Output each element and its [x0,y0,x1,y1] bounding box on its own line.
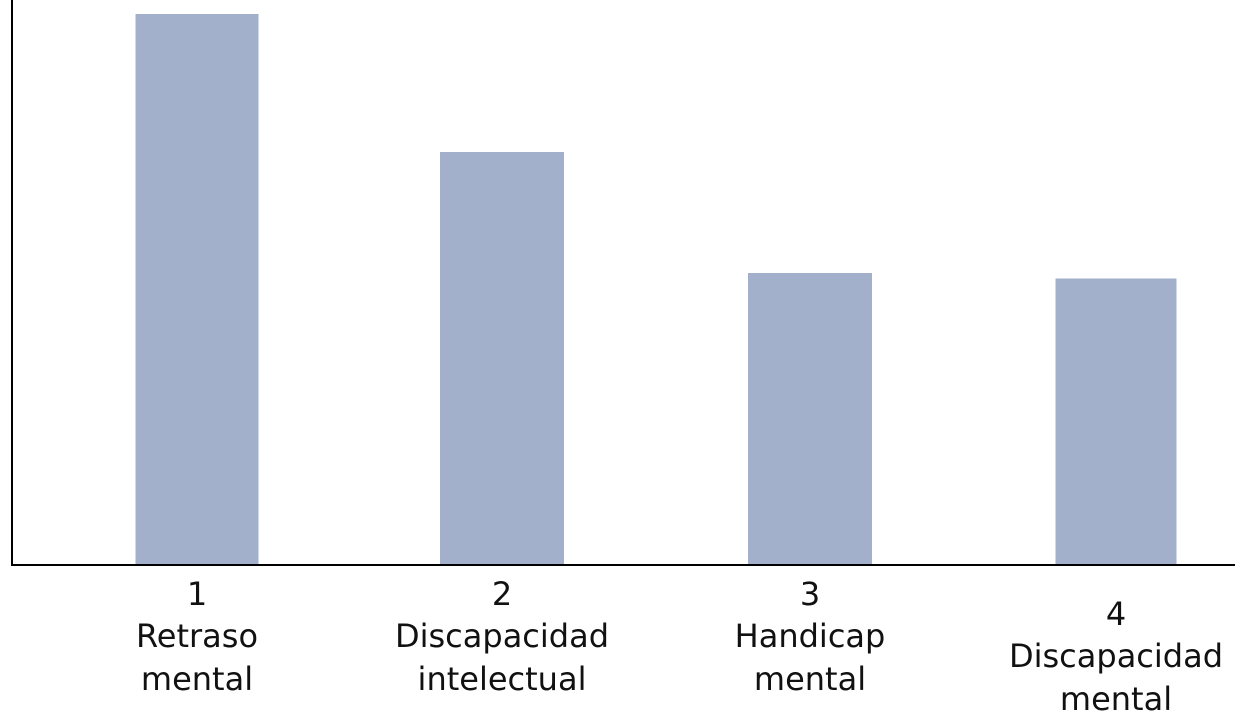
bar-3 [748,272,872,565]
x-tick-label-1-line-2: Retraso [136,617,258,655]
x-tick-label-1: 1 Retraso mental [136,575,258,698]
x-tick-label-2-line-3: intelectual [418,660,587,698]
x-tick-label-3: 3 Handicap mental [735,575,886,698]
bars-group [135,14,1177,565]
x-tick-label-1-line-1: 1 [187,575,207,613]
x-tick-label-4-line-3: mental [1060,680,1172,714]
x-tick-label-2: 2 Discapacidad intelectual [395,575,609,698]
x-tick-label-1-line-3: mental [141,660,253,698]
x-tick-label-2-line-1: 2 [492,575,512,613]
x-tick-label-3-line-2: Handicap [735,617,886,655]
x-tick-label-4: 4 Discapacidad mental [1009,595,1223,714]
x-tick-labels: 1 Retraso mental 2 Discapacidad intelectual 3 H… [136,575,1223,714]
x-tick-label-4-line-1: 4 [1106,595,1126,633]
x-tick-label-3-line-3: mental [754,660,866,698]
bar-2 [440,151,564,565]
bar-1 [135,14,259,565]
bar-4 [1055,278,1177,565]
x-tick-label-3-line-1: 3 [800,575,820,613]
x-tick-label-2-line-2: Discapacidad [395,617,609,655]
x-tick-label-4-line-2: Discapacidad [1009,637,1223,675]
